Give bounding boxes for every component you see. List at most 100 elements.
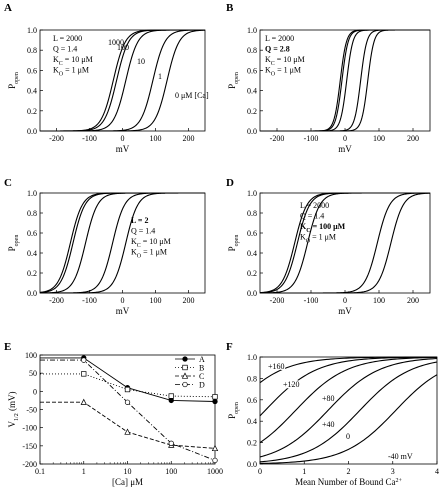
ylabel-main: P — [7, 84, 17, 89]
parameter-annotation: KC = 10 μM — [265, 55, 305, 67]
axes-frame — [259, 192, 431, 294]
boltzmann-curve — [259, 192, 430, 294]
y-axis-label: Popen — [227, 72, 240, 89]
parameter-annotation-part: = 1 μM — [141, 248, 167, 257]
parameter-annotation: Q = 1.4 — [53, 45, 77, 54]
axes-frame — [259, 356, 438, 465]
x-tick-label: 200 — [407, 296, 419, 305]
y-tick-label: 0.8 — [27, 209, 37, 218]
data-point-D — [81, 357, 87, 363]
parameter-annotation-part: L = 2000 — [53, 34, 82, 43]
y-axis-label: Popen — [7, 235, 20, 252]
x-axis-label: mV — [338, 306, 352, 316]
y-axis-label: Popen — [227, 235, 240, 252]
legend-marker — [182, 364, 188, 371]
legend-entry: C — [199, 372, 204, 381]
parameter-annotation-part: L = 2000 — [300, 201, 329, 210]
parameter-annotation-part: K — [53, 55, 59, 64]
parameter-annotation-part: Q = 1.4 — [131, 227, 155, 236]
y-tick-label: 0.2 — [247, 439, 257, 448]
x-tick-label: 1 — [82, 467, 86, 476]
curve-label: +80 — [322, 394, 335, 403]
curve-label: +120 — [283, 380, 300, 389]
y-tick-label: 0.4 — [27, 87, 37, 96]
legend-marker — [181, 372, 189, 379]
ylabel-sub: 1/2 — [14, 413, 20, 421]
parameter-annotation: Q = 1.4 — [300, 212, 324, 221]
y-axis-label: Popen — [7, 72, 20, 89]
parameter-annotation-part: C — [271, 61, 275, 67]
parameter-annotation: L = 2000 — [265, 34, 294, 43]
parameter-annotation-part: C — [306, 228, 310, 234]
parameter-annotation-part: = 100 μM — [311, 222, 346, 231]
panel-C: C 0.0 0.2 0.4 0.6 0.8 1.0 -200 -100 0 100 200 mV Pope… — [4, 177, 206, 316]
y-tick-label: 0.2 — [247, 269, 257, 278]
x-tick-label: 100 — [373, 296, 385, 305]
ylabel-rest: (mV) — [7, 392, 17, 414]
panel-A: A 0.0 0.2 0.4 0.6 0.8 1.0 -200 -100 0 100 200 mV Pope… — [4, 2, 209, 154]
x-tick-label: -100 — [82, 134, 97, 143]
popen-curve — [259, 356, 438, 444]
ylabel-main: V — [7, 420, 17, 427]
x-tick-label: 3 — [391, 467, 395, 476]
x-tick-label: -100 — [304, 296, 319, 305]
panel-label: B — [226, 2, 234, 14]
y-tick-label: 0.4 — [247, 417, 257, 426]
panel-B: B 0.0 0.2 0.4 0.6 0.8 1.0 -200 -100 0 100 200 mV Pope… — [226, 2, 431, 154]
y-tick-label: 0.4 — [27, 249, 37, 258]
parameter-annotation-part: = 1 μM — [63, 66, 89, 75]
data-point-B — [124, 386, 131, 393]
x-tick-label: -200 — [270, 134, 285, 143]
x-tick-label: 1000 — [207, 467, 223, 476]
curve-label: 0 — [346, 432, 350, 441]
boltzmann-curve — [260, 192, 430, 294]
y-tick-label: 0.8 — [247, 209, 257, 218]
curve-label: +40 — [322, 420, 335, 429]
x-axis-label: mV — [116, 144, 130, 154]
x-tick-label: -200 — [49, 296, 64, 305]
parameter-annotation-part: = 10 μM — [63, 55, 93, 64]
parameter-annotation-part: K — [131, 248, 137, 257]
x-tick-label: 200 — [407, 134, 419, 143]
y-tick-label: 0.6 — [247, 396, 257, 405]
ylabel-main: P — [227, 246, 237, 251]
y-tick-label: -50 — [26, 406, 37, 415]
x-tick-label: 2 — [347, 467, 351, 476]
y-tick-label: 0.2 — [247, 107, 257, 116]
x-tick-label: 100 — [150, 296, 162, 305]
parameter-annotation-part: C — [59, 61, 63, 67]
x-tick-label: -100 — [82, 296, 97, 305]
panel-label: F — [226, 341, 233, 353]
y-tick-label: 0 — [33, 387, 37, 396]
parameter-annotation-part: O — [137, 254, 142, 260]
parameter-annotation-part: = 1 μM — [310, 233, 336, 242]
x-tick-label: 0 — [121, 296, 125, 305]
panel-label: A — [4, 2, 12, 14]
parameter-annotation: KC = 10 μM — [131, 237, 171, 249]
parameter-annotation-part: = 10 μM — [141, 237, 171, 246]
boltzmann-curve — [260, 29, 430, 132]
x-tick-label: 0 — [258, 467, 262, 476]
x-tick-label: -200 — [49, 134, 64, 143]
parameter-annotation-part: K — [265, 66, 271, 75]
y-tick-label: 0.6 — [27, 66, 37, 75]
curve-label: 1 — [158, 72, 162, 81]
popen-curve — [259, 357, 438, 458]
parameter-annotation: Q = 1.4 — [131, 227, 155, 236]
curve-label: 1000 — [108, 38, 124, 47]
ylabel-sub: open — [234, 72, 240, 84]
x-tick-label: 100 — [165, 467, 177, 476]
legend-entry: D — [199, 381, 205, 390]
parameter-annotation-part: K — [300, 222, 307, 231]
panel-D: D 0.0 0.2 0.4 0.6 0.8 1.0 -200 -100 0 100 200 mV Pope… — [226, 177, 431, 316]
parameter-annotation-part: = 1 μM — [275, 66, 301, 75]
data-point-A — [168, 397, 174, 404]
x-tick-label: 0 — [343, 134, 347, 143]
ylabel-sub: open — [234, 235, 240, 247]
parameter-annotation-part: K — [53, 66, 59, 75]
x-tick-label: -100 — [304, 134, 319, 143]
y-tick-label: 0.0 — [247, 289, 257, 298]
y-tick-label: 0.0 — [27, 127, 37, 136]
ylabel-sub: open — [234, 402, 240, 414]
